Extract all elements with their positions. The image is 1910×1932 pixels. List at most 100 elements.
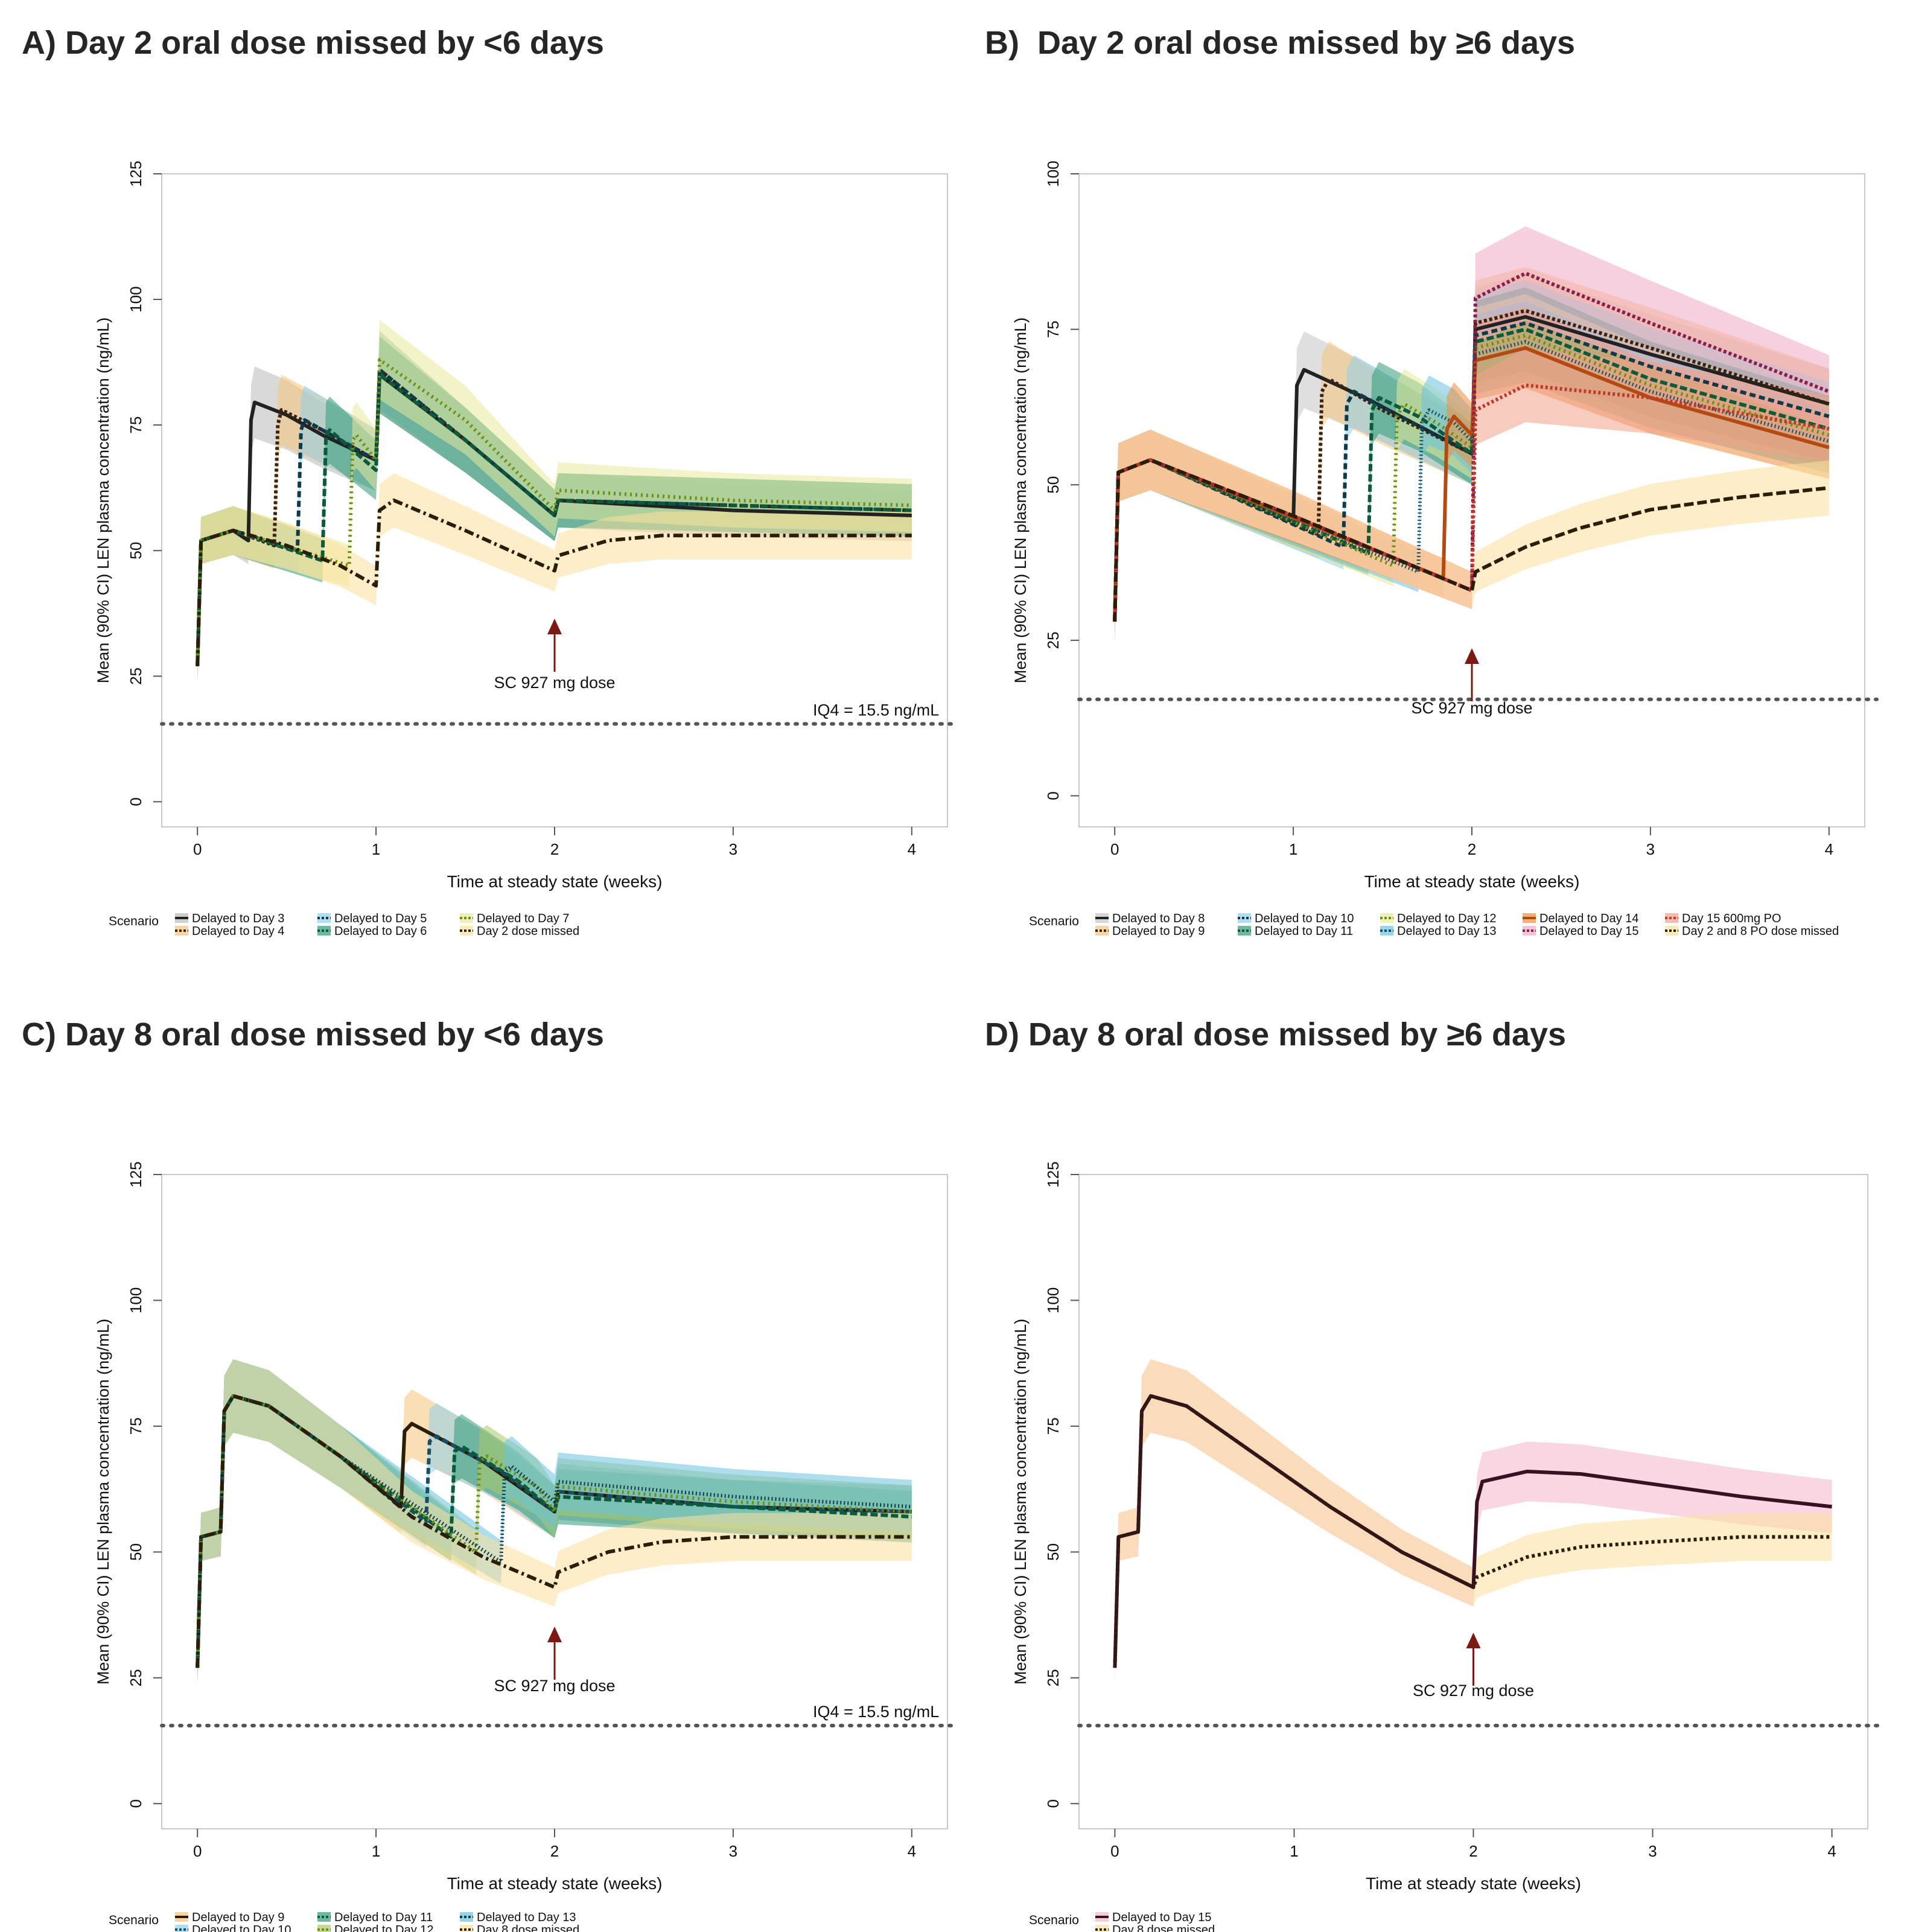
ci-band-delayed-to-day-7: [197, 320, 912, 681]
x-tick-label: 0: [193, 1842, 202, 1860]
ci-band-day-2-and-8-po-dose-missed: [1115, 429, 1829, 640]
ci-band-delayed-to-day-13: [197, 1359, 912, 1683]
y-tick-label: 125: [127, 1161, 145, 1187]
series-layer: [196, 320, 912, 681]
dose-arrow-label: SC 927 mg dose: [1411, 699, 1532, 717]
legend-entry-delayed-to-day-4: Delayed to Day 4: [192, 925, 284, 938]
legend-entry-day-2-dose-missed: Day 2 dose missed: [477, 925, 579, 938]
x-tick-label: 2: [550, 840, 559, 858]
y-axis-label: Mean (90% CI) LEN plasma concentration (…: [94, 317, 112, 683]
y-tick-label: 125: [127, 161, 145, 187]
legend-entry-delayed-to-day-5: Delayed to Day 5: [334, 912, 427, 925]
legend-heading: Scenario: [1029, 914, 1079, 928]
series-line-delayed-to-day-12: [196, 1394, 912, 1668]
x-tick-label: 1: [1290, 1842, 1298, 1860]
x-axis-label: Time at steady state (weeks): [447, 872, 663, 891]
legend-entry-delayed-to-day-13: Delayed to Day 13: [477, 1911, 576, 1924]
x-tick-label: 3: [1646, 840, 1655, 858]
iq4-reference-label: IQ4 = 15.5 ng/mL: [813, 1703, 939, 1721]
y-axis-label: Mean (90% CI) LEN plasma concentration (…: [94, 1319, 112, 1685]
chart-panel-c: 0 25 50 75 100 125 0 1 2 3 4 Time at steady state (…: [94, 1161, 955, 1932]
y-axis-label: Mean (90% CI) LEN plasma concentration (…: [1011, 317, 1030, 683]
dose-arrow-label: SC 927 mg dose: [1413, 1682, 1534, 1700]
x-tick-label: 4: [1825, 840, 1833, 858]
series-line-delayed-to-day-14: [1113, 346, 1830, 622]
x-tick-label: 2: [1469, 1842, 1477, 1860]
x-tick-label: 2: [1468, 840, 1476, 858]
y-tick-label: 50: [1044, 1543, 1062, 1561]
panel-d-title: D) Day 8 oral dose missed by ≥6 days: [985, 1016, 1567, 1053]
series-line-day-2-and-8-po-dose-missed: [1113, 458, 1830, 622]
y-axis-label: Mean (90% CI) LEN plasma concentration (…: [1011, 1319, 1030, 1685]
y-tick-label: 25: [1044, 1669, 1062, 1686]
legend-heading: Scenario: [109, 1913, 159, 1927]
series-line-delayed-to-day-5: [196, 368, 912, 666]
series-line-day-8-dose-missed: [1113, 1394, 1832, 1668]
x-tick-label: 0: [193, 840, 202, 858]
y-tick-label: 50: [1044, 476, 1062, 494]
panel-a-title: A) Day 2 oral dose missed by <6 days: [22, 25, 604, 61]
chart-panel-b: 0 25 50 75 100 0 1 2 3 4 Time at steady state (wee…: [1011, 161, 1879, 938]
panel-c-title: C) Day 8 oral dose missed by <6 days: [22, 1016, 604, 1053]
legend-entry-delayed-to-day-9: Delayed to Day 9: [1112, 925, 1205, 938]
y-tick-label: 75: [1044, 320, 1062, 338]
dose-arrow-head: [1466, 1633, 1481, 1648]
legend-entry-delayed-to-day-7: Delayed to Day 7: [477, 912, 569, 925]
y-tick-label: 0: [1044, 791, 1062, 800]
y-tick-label: 25: [1044, 631, 1062, 649]
legend-entry-delayed-to-day-15: Delayed to Day 15: [1112, 1911, 1212, 1924]
legend-entry-delayed-to-day-10: Delayed to Day 10: [192, 1924, 291, 1932]
series-line-delayed-to-day-15: [1113, 271, 1830, 622]
series-layer: [1113, 226, 1830, 640]
series-line-delayed-to-day-12: [1113, 333, 1830, 622]
legend-entry-day-8-dose-missed: Day 8 dose missed: [1112, 1924, 1215, 1932]
dose-arrow-head: [1465, 648, 1479, 664]
y-tick-label: 100: [1044, 1287, 1062, 1313]
x-tick-label: 1: [1289, 840, 1297, 858]
y-tick-label: 125: [1044, 1161, 1062, 1187]
legend-entry-delayed-to-day-11: Delayed to Day 11: [334, 1911, 433, 1924]
legend-entry-delayed-to-day-12: Delayed to Day 12: [334, 1924, 434, 1932]
ci-band-day-8-dose-missed: [197, 1359, 912, 1683]
x-tick-label: 4: [908, 1842, 916, 1860]
y-tick-label: 0: [127, 797, 145, 806]
legend-entry-delayed-to-day-6: Delayed to Day 6: [334, 925, 427, 938]
x-tick-label: 1: [372, 840, 380, 858]
y-tick-label: 50: [127, 542, 145, 560]
y-tick-label: 75: [127, 1417, 145, 1435]
ci-band-day-2-dose-missed: [197, 473, 912, 681]
dose-arrow-head: [547, 1627, 562, 1642]
y-tick-label: 25: [127, 668, 145, 685]
legend-entry-day-2-and-8-po-dose-missed: Day 2 and 8 PO dose missed: [1682, 925, 1839, 938]
legend-heading: Scenario: [1029, 1913, 1079, 1927]
series-line-delayed-to-day-9: [1113, 308, 1830, 622]
x-tick-label: 3: [729, 840, 737, 858]
chart-panel-a: 0 25 50 75 100 125 0 1 2 3 4 Time at steady state (…: [94, 161, 955, 938]
series-line-day-8-dose-missed: [196, 1394, 912, 1668]
legend-entry-delayed-to-day-11: Delayed to Day 11: [1255, 925, 1353, 938]
x-tick-label: 4: [1827, 1842, 1836, 1860]
y-tick-label: 100: [127, 1287, 145, 1313]
y-tick-label: 25: [127, 1669, 145, 1686]
iq4-reference-label: IQ4 = 15.5 ng/mL: [813, 701, 939, 719]
series-line-delayed-to-day-13: [196, 1394, 912, 1668]
y-tick-label: 100: [1044, 161, 1062, 187]
x-tick-label: 4: [908, 840, 916, 858]
ci-band-day-8-dose-missed: [1115, 1359, 1832, 1683]
dose-arrow-head: [547, 619, 562, 634]
chart-panel-d: 0 25 50 75 100 125 0 1 2 3 4 Time at steady state (…: [1011, 1161, 1882, 1932]
legend-entry-delayed-to-day-15: Delayed to Day 15: [1539, 925, 1639, 938]
y-tick-label: 75: [1044, 1417, 1062, 1435]
x-axis-label: Time at steady state (weeks): [447, 1874, 663, 1893]
legend-heading: Scenario: [109, 914, 159, 928]
y-tick-label: 0: [1044, 1799, 1062, 1808]
dose-arrow-label: SC 927 mg dose: [494, 1677, 615, 1695]
x-tick-label: 2: [550, 1842, 559, 1860]
x-tick-label: 0: [1110, 1842, 1119, 1860]
ci-band-day-15-600mg-po: [1115, 348, 1829, 640]
x-tick-label: 3: [729, 1842, 737, 1860]
